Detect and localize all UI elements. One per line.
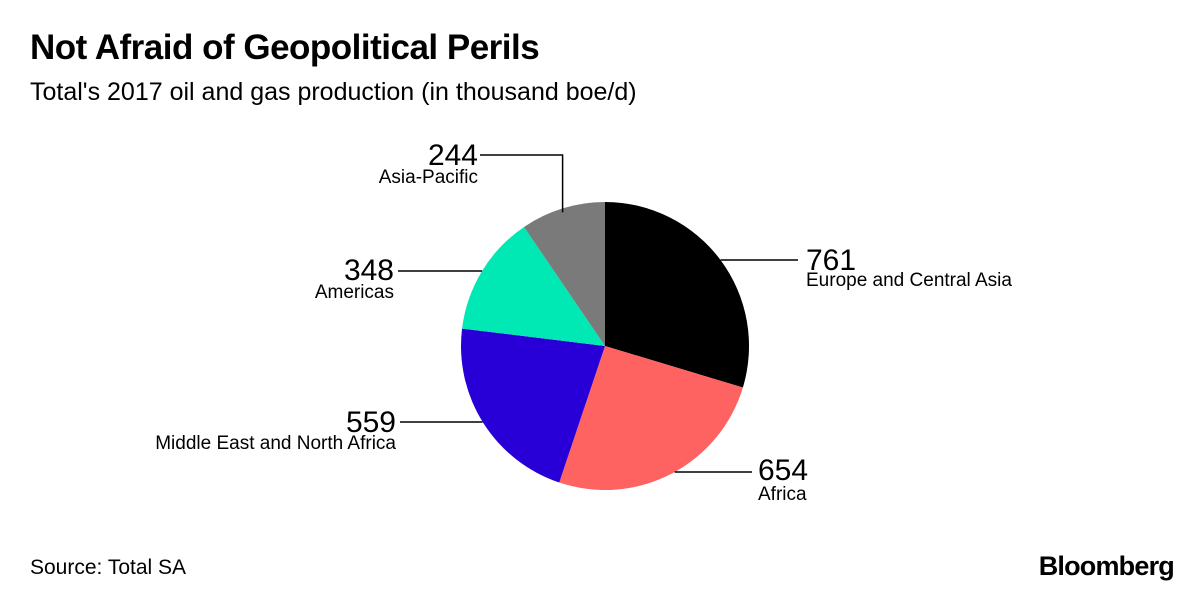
slice-label-americas: Americas [315,282,394,303]
pie-slice-asia-pacific [523,202,605,346]
slice-label-europe-central-asia: Europe and Central Asia [806,270,1012,291]
pie-slice-europe-and-central-asia [605,202,750,388]
chart-subtitle: Total's 2017 oil and gas production (in … [30,78,637,106]
leader-line-asia-pacific [480,154,564,213]
source-note: Source: Total SA [30,556,187,579]
pie-slices [461,202,750,490]
pie-slice-middle-east-and-north-africa [461,328,605,483]
leader-lines [398,154,798,473]
slice-value-europe-central-asia: 761 [806,244,856,277]
slice-label-asia-pacific: Asia-Pacific [379,167,478,188]
pie-slice-africa [559,346,743,490]
slice-value-americas: 348 [344,254,394,287]
slice-label-africa: Africa [758,484,807,505]
slice-label-middle-east-north-africa: Middle East and North Africa [155,433,396,454]
slice-value-middle-east-north-africa: 559 [346,406,396,439]
bloomberg-logo: Bloomberg [1038,551,1175,581]
chart-title: Not Afraid of Geopolitical Perils [30,28,540,67]
pie-slice-americas [462,226,605,346]
slice-value-asia-pacific: 244 [428,139,478,172]
slice-value-africa: 654 [758,454,808,487]
